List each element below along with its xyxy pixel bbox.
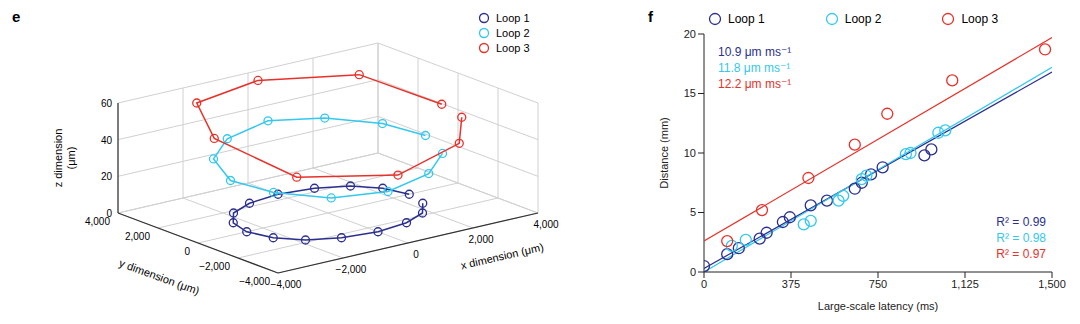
svg-text:x dimension (μm): x dimension (μm) bbox=[460, 241, 545, 272]
svg-text:Distance (mm): Distance (mm) bbox=[658, 117, 670, 189]
svg-text:−2,000: −2,000 bbox=[336, 264, 367, 275]
svg-text:0: 0 bbox=[690, 266, 696, 278]
svg-text:20: 20 bbox=[684, 28, 696, 40]
svg-text:0: 0 bbox=[413, 249, 419, 260]
svg-text:z dimension(μm): z dimension(μm) bbox=[52, 129, 77, 188]
html-text:Loop 2: Loop 2 bbox=[496, 26, 530, 39]
svg-text:0: 0 bbox=[184, 246, 190, 257]
svg-text:2,000: 2,000 bbox=[468, 234, 493, 245]
html-text:Loop 2: Loop 2 bbox=[844, 12, 882, 26]
html-text:10.9 μm ms⁻¹: 10.9 μm ms⁻¹ bbox=[718, 45, 792, 59]
svg-text:1,500: 1,500 bbox=[1038, 278, 1066, 290]
svg-text:10: 10 bbox=[684, 147, 696, 159]
html-text:R² = 0.98: R² = 0.98 bbox=[996, 231, 1046, 245]
svg-text:1,125: 1,125 bbox=[951, 278, 979, 290]
html-text:R² = 0.99: R² = 0.99 bbox=[996, 215, 1046, 229]
svg-text:Large-scale latency (ms): Large-scale latency (ms) bbox=[818, 300, 938, 312]
svg-text:−4,000: −4,000 bbox=[271, 279, 302, 290]
html-text:12.2 μm ms⁻¹: 12.2 μm ms⁻¹ bbox=[718, 77, 792, 91]
svg-text:15: 15 bbox=[684, 87, 696, 99]
svg-text:60: 60 bbox=[101, 98, 113, 109]
html-text:Loop 1: Loop 1 bbox=[496, 11, 530, 24]
svg-text:4,000: 4,000 bbox=[533, 219, 558, 230]
svg-text:5: 5 bbox=[690, 206, 696, 218]
html-text:R² = 0.97: R² = 0.97 bbox=[996, 247, 1046, 261]
svg-text:y dimension (μm): y dimension (μm) bbox=[118, 257, 202, 297]
html-text:11.8 μm ms⁻¹: 11.8 μm ms⁻¹ bbox=[718, 61, 791, 75]
svg-text:0: 0 bbox=[701, 278, 707, 290]
html-text:Loop 3: Loop 3 bbox=[496, 41, 530, 54]
svg-text:375: 375 bbox=[782, 278, 800, 290]
html-text:f: f bbox=[648, 8, 653, 25]
html-text:Loop 1: Loop 1 bbox=[728, 12, 765, 26]
svg-text:40: 40 bbox=[101, 135, 113, 146]
html-text:Loop 3: Loop 3 bbox=[961, 12, 999, 26]
svg-text:2,000: 2,000 bbox=[125, 231, 150, 242]
svg-text:−2,000: −2,000 bbox=[199, 261, 230, 272]
svg-text:0: 0 bbox=[106, 208, 112, 219]
svg-text:750: 750 bbox=[869, 278, 887, 290]
svg-text:4,000: 4,000 bbox=[85, 216, 110, 227]
svg-text:20: 20 bbox=[101, 171, 113, 182]
svg-text:e: e bbox=[12, 8, 20, 25]
svg-text:−4,000: −4,000 bbox=[239, 276, 270, 287]
